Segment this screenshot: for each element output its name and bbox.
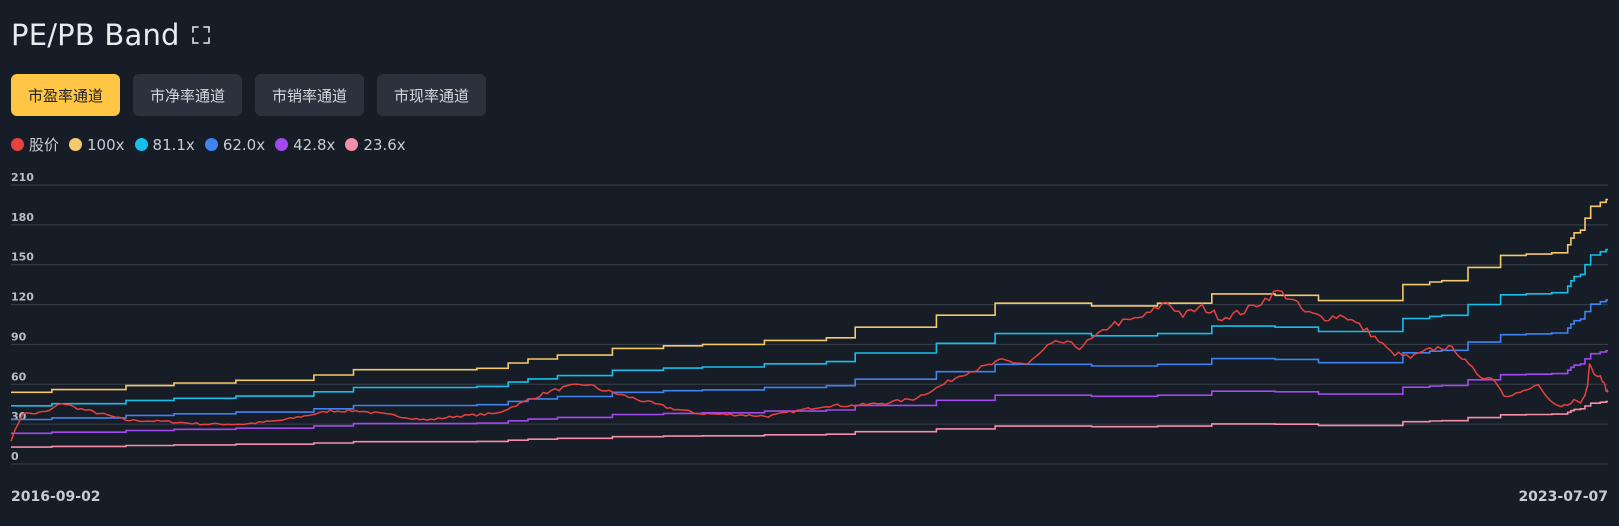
y-tick-label: 180 [11,211,34,224]
y-tick-label: 0 [11,450,19,463]
legend-item-price[interactable]: 股价 [11,134,59,155]
band-81x-line [11,248,1608,407]
expand-icon[interactable] [190,24,212,46]
y-tick-label: 90 [11,330,27,343]
legend-dot [275,138,289,151]
y-tick-label: 150 [11,251,34,264]
legend-dot [204,138,218,151]
band-100x-line [11,198,1608,394]
legend-label: 62.0x [222,135,266,154]
legend-label: 股价 [29,136,60,154]
legend-item-24x[interactable]: 23.6x [345,134,406,155]
tab-pb-band[interactable]: 市净率通道 [133,74,243,116]
legend-label: 23.6x [363,135,406,154]
y-tick-label: 60 [11,370,27,383]
chart-legend: 股价 100x 81.1x 62.0x 42.8x 23.6x [11,134,406,155]
legend-label: 42.8x [293,135,336,154]
band-62x-line [11,299,1608,421]
legend-dot [11,138,24,151]
page-title: PE/PB Band [11,18,180,52]
y-tick-label: 120 [11,291,34,304]
band-type-tabs: 市盈率通道 市净率通道 市销率通道 市现率通道 [11,74,487,116]
legend-label: 81.1x [152,135,195,154]
legend-dot [345,138,359,151]
x-axis-start-date: 2016-09-02 [11,489,101,505]
title-row: PE/PB Band [11,18,212,52]
x-axis-end-date: 2023-07-07 [1518,489,1608,505]
tab-ps-band[interactable]: 市销率通道 [255,74,365,116]
legend-dot [69,138,83,151]
legend-label: 100x [87,135,125,154]
legend-item-62x[interactable]: 62.0x [204,134,266,155]
band-24x-line [11,400,1608,448]
legend-dot [134,138,148,151]
legend-item-43x[interactable]: 42.8x [275,134,335,155]
y-tick-label: 210 [11,171,34,184]
price-line [10,289,1609,442]
legend-item-100x[interactable]: 100x [69,134,125,155]
legend-item-81x[interactable]: 81.1x [134,134,195,155]
tab-pe-band[interactable]: 市盈率通道 [11,74,121,116]
band-43x-line [11,350,1608,435]
tab-pcf-band[interactable]: 市现率通道 [377,74,487,116]
